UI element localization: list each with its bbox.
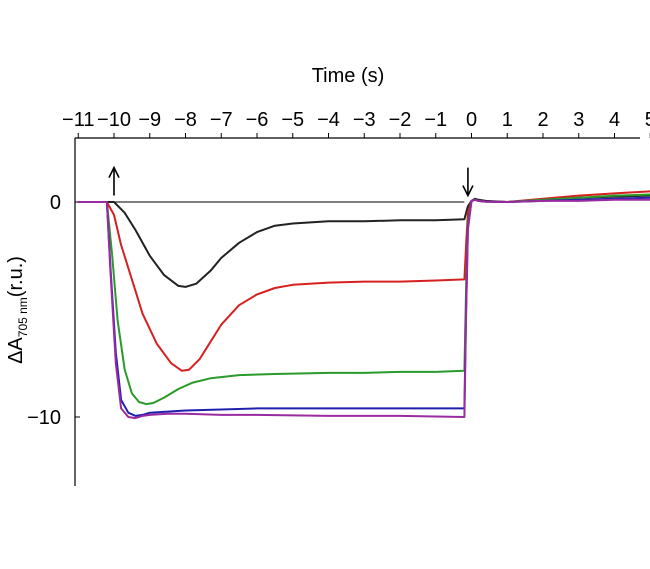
up-arrow-1 <box>108 165 120 196</box>
series-line-2 <box>77 190 650 372</box>
svg-text:ΔA705 nm(r.u.): ΔA705 nm(r.u.) <box>5 256 30 364</box>
y-axis-title: ΔA705 nm(r.u.) <box>5 256 30 364</box>
x-tick-label: −3 <box>353 109 376 131</box>
y-axis-title-main: ΔA <box>5 337 27 364</box>
x-tick-label: 3 <box>573 109 584 131</box>
x-tick-label: −9 <box>138 109 161 131</box>
y-tick-label: 0 <box>50 192 61 214</box>
x-tick-label: −8 <box>174 109 197 131</box>
x-tick-label: −4 <box>317 109 340 131</box>
y-tick-label: −10 <box>27 407 61 429</box>
series-line-5 <box>77 198 650 420</box>
x-tick-label: −2 <box>389 109 412 131</box>
x-tick-label: −1 <box>424 109 447 131</box>
x-tick-label: 5 <box>645 109 650 131</box>
x-tick-label: 2 <box>537 109 548 131</box>
y-axis-title-suffix: (r.u.) <box>5 256 27 297</box>
series-line-3 <box>77 193 650 406</box>
y-ticks: 0 −10 <box>27 192 80 429</box>
annotations <box>108 165 474 198</box>
x-tick-label: −6 <box>246 109 269 131</box>
series-line-4 <box>77 196 650 417</box>
x-tick-label: 4 <box>609 109 620 131</box>
x-tick-label: 1 <box>502 109 513 131</box>
axes <box>74 137 640 486</box>
down-arrow-2 <box>462 167 474 198</box>
x-tick-label: −10 <box>97 109 131 131</box>
x-tick-label: −11 <box>62 109 94 131</box>
x-tick-label: −7 <box>210 109 233 131</box>
series-group <box>77 190 650 420</box>
x-ticks: −11−10−9−8−7−6−5−4−3−2−1012345 <box>62 109 650 138</box>
x-tick-label: 0 <box>466 109 477 131</box>
x-tick-label: −5 <box>281 109 304 131</box>
y-axis-title-subscript: 705 nm <box>16 297 30 337</box>
series-line-1 <box>77 194 650 288</box>
x-axis-title: Time (s) <box>312 65 385 87</box>
